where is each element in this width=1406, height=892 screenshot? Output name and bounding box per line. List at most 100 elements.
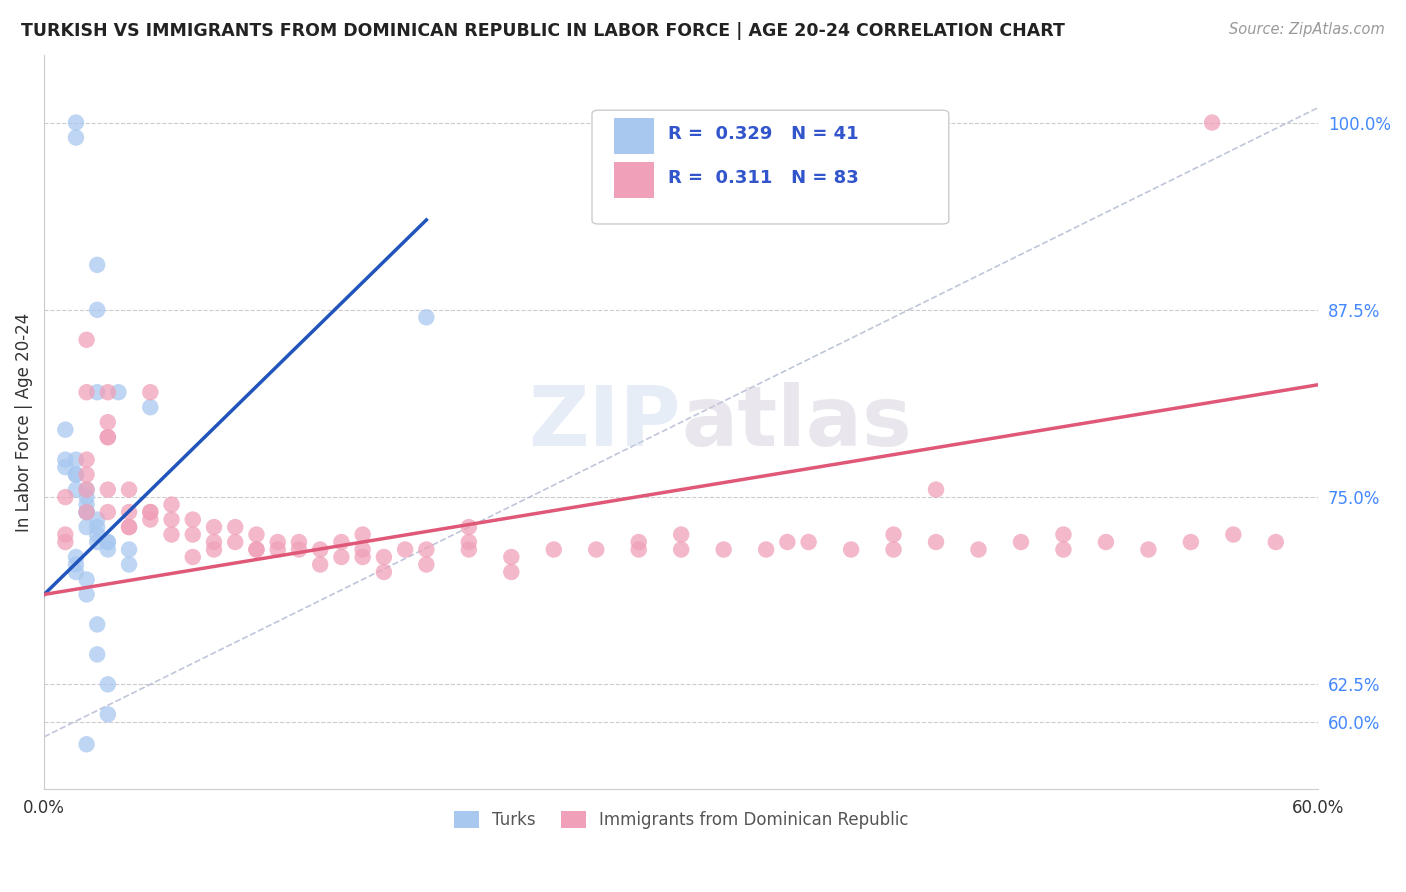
Point <box>76 490 98 504</box>
Point <box>352 527 374 541</box>
Point <box>76 505 98 519</box>
Point <box>181 512 204 526</box>
Point <box>65 467 87 482</box>
Point <box>267 535 290 549</box>
Point <box>76 505 98 519</box>
Point <box>309 542 332 557</box>
Point <box>65 130 87 145</box>
Point <box>543 542 565 557</box>
Point <box>53 423 76 437</box>
Text: ZIP: ZIP <box>529 382 681 463</box>
Point <box>86 258 108 272</box>
Point <box>65 467 87 482</box>
Point <box>139 385 162 400</box>
Point <box>97 415 120 429</box>
Point <box>86 302 108 317</box>
Point <box>65 115 87 129</box>
Point <box>76 385 98 400</box>
Point <box>160 498 183 512</box>
Point <box>181 527 204 541</box>
Point <box>883 542 905 557</box>
Point <box>107 385 129 400</box>
Point <box>65 452 87 467</box>
Point <box>76 483 98 497</box>
Point <box>76 505 98 519</box>
Point <box>330 535 353 549</box>
Text: Source: ZipAtlas.com: Source: ZipAtlas.com <box>1229 22 1385 37</box>
Point <box>97 430 120 444</box>
Point <box>139 401 162 415</box>
Point <box>245 527 267 541</box>
Point <box>181 549 204 564</box>
Point <box>202 520 225 534</box>
Point <box>97 430 120 444</box>
Point <box>925 535 948 549</box>
Point <box>457 542 479 557</box>
Point <box>53 527 76 541</box>
Point <box>373 565 395 579</box>
Point <box>309 558 332 572</box>
Point <box>967 542 990 557</box>
Point <box>160 527 183 541</box>
Point <box>76 573 98 587</box>
Point <box>245 542 267 557</box>
Point <box>118 542 141 557</box>
Point <box>160 512 183 526</box>
Point <box>65 558 87 572</box>
Point <box>76 333 98 347</box>
Text: TURKISH VS IMMIGRANTS FROM DOMINICAN REPUBLIC IN LABOR FORCE | AGE 20-24 CORRELA: TURKISH VS IMMIGRANTS FROM DOMINICAN REP… <box>21 22 1064 40</box>
Point <box>755 542 778 557</box>
Point <box>97 542 120 557</box>
Point <box>65 565 87 579</box>
Point <box>1201 115 1223 129</box>
Point <box>669 542 692 557</box>
Point <box>1052 527 1074 541</box>
FancyBboxPatch shape <box>592 111 949 224</box>
Point <box>245 542 267 557</box>
Point <box>97 385 120 400</box>
Point <box>202 535 225 549</box>
Point <box>839 542 862 557</box>
Point <box>1095 535 1118 549</box>
Point <box>86 385 108 400</box>
Bar <box>613 118 654 154</box>
Point <box>76 587 98 601</box>
Point <box>97 535 120 549</box>
Point <box>501 565 523 579</box>
Legend: Turks, Immigrants from Dominican Republic: Turks, Immigrants from Dominican Republi… <box>447 805 915 836</box>
Point <box>1137 542 1160 557</box>
Point <box>76 505 98 519</box>
Text: R =  0.329   N = 41: R = 0.329 N = 41 <box>668 126 859 144</box>
Point <box>118 483 141 497</box>
Point <box>288 542 311 557</box>
Point <box>118 520 141 534</box>
Point <box>86 520 108 534</box>
Point <box>1010 535 1032 549</box>
Point <box>267 542 290 557</box>
Point <box>352 542 374 557</box>
Point <box>415 558 437 572</box>
Point <box>53 535 76 549</box>
Point <box>97 505 120 519</box>
Point <box>1180 535 1202 549</box>
Point <box>585 542 607 557</box>
Point <box>76 520 98 534</box>
Point <box>97 707 120 722</box>
Point <box>86 648 108 662</box>
Point <box>457 535 479 549</box>
Point <box>776 535 799 549</box>
Point <box>627 542 650 557</box>
Point <box>1264 535 1286 549</box>
Point <box>65 483 87 497</box>
Point <box>501 549 523 564</box>
Point <box>797 535 820 549</box>
Point <box>373 549 395 564</box>
Point <box>76 483 98 497</box>
Point <box>352 549 374 564</box>
Point <box>457 520 479 534</box>
Point <box>925 483 948 497</box>
Point <box>224 535 246 549</box>
Bar <box>613 161 654 198</box>
Point <box>76 737 98 751</box>
Point <box>139 505 162 519</box>
